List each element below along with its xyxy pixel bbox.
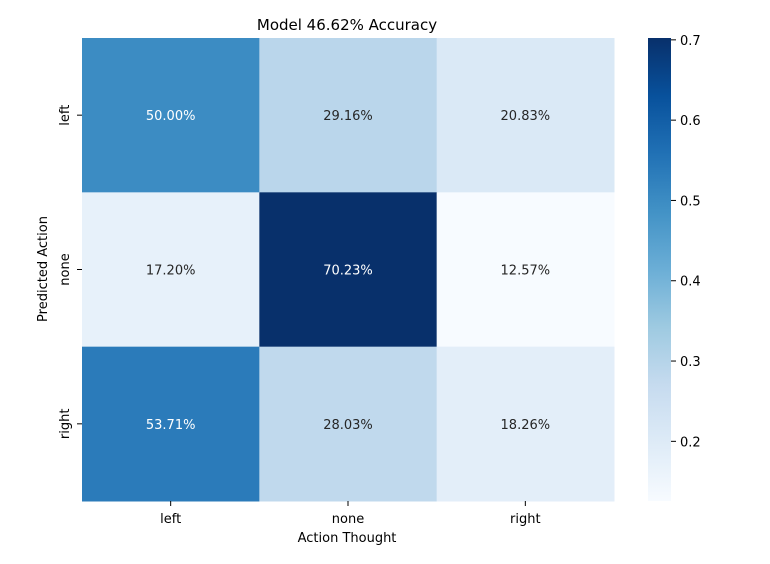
colorbar-tick-label: 0.2 [680, 435, 701, 450]
cell-value-label: 17.20% [146, 264, 196, 279]
cell-value-label: 18.26% [501, 418, 551, 433]
colorbar-ticks: 0.2 0.3 0.4 0.5 0.6 0.7 [671, 34, 701, 450]
heatmap-cell-right-left [82, 346, 260, 502]
heatmap-cell-labels: 50.00% 29.16% 20.83% 17.20% 70.23% 12.57% 53.7… [146, 109, 550, 433]
heatmap-cell-left-left [82, 38, 260, 193]
y-axis-ticks: left none right [58, 105, 82, 439]
chart-title: Model 46.62% Accuracy [257, 16, 437, 34]
cell-value-label: 29.16% [323, 109, 373, 124]
colorbar-tick-label: 0.4 [680, 275, 701, 290]
heatmap-cells [82, 38, 615, 502]
cell-value-label: 28.03% [323, 418, 373, 433]
y-tick-label: right [58, 409, 73, 440]
colorbar-tick-label: 0.3 [680, 355, 701, 370]
colorbar [648, 38, 671, 501]
cell-value-label: 12.57% [501, 264, 551, 279]
x-tick-label: left [160, 512, 181, 527]
x-axis-label: Action Thought [298, 531, 397, 546]
colorbar-tick-label: 0.5 [680, 194, 701, 209]
heatmap-cell-right-none [259, 346, 438, 502]
y-axis-label: Predicted Action [36, 216, 51, 322]
heatmap-cell-none-right [436, 192, 615, 348]
cell-value-label: 20.83% [501, 109, 551, 124]
colorbar-tick-label: 0.7 [680, 34, 701, 49]
heatmap-cell-none-left [82, 192, 260, 348]
x-tick-label: right [510, 512, 541, 527]
cell-value-label: 53.71% [146, 418, 196, 433]
heatmap-cell-none-none [259, 192, 438, 348]
heatmap-cell-right-right [436, 346, 615, 502]
x-axis-ticks: left none right [160, 501, 541, 527]
heatmap-cell-left-right [436, 38, 615, 193]
colorbar-tick-label: 0.6 [680, 114, 701, 129]
x-tick-label: none [332, 512, 364, 527]
cell-value-label: 70.23% [323, 264, 373, 279]
cell-value-label: 50.00% [146, 109, 196, 124]
y-tick-label: left [58, 105, 73, 126]
y-tick-label: none [58, 253, 73, 285]
heatmap-cell-left-none [259, 38, 438, 193]
